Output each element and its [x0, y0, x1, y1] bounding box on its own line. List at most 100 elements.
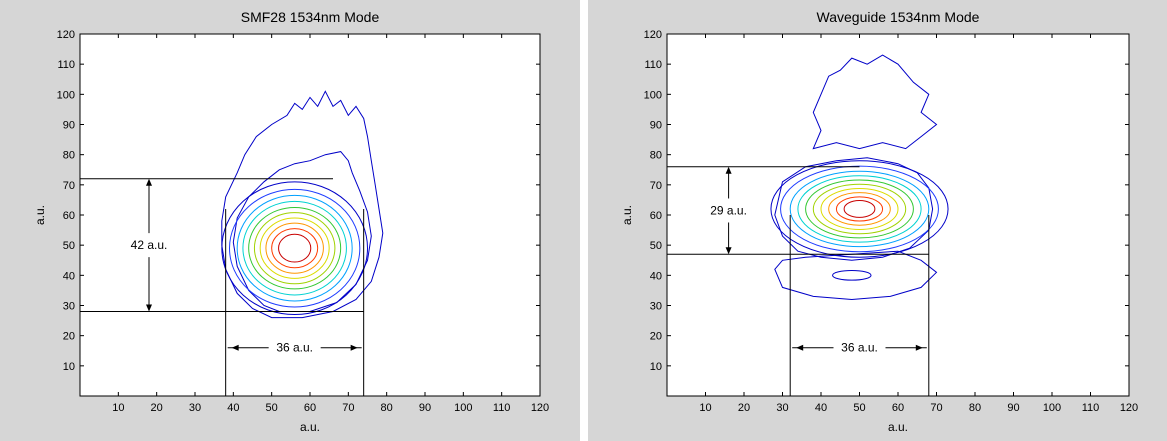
x-tick-label: 100 — [454, 402, 472, 414]
panel-smf28: SMF28 1534nm Mode 42 a.u. 36 a.u. 10 20 30 40 5… — [0, 0, 580, 441]
x-tick-label: 20 — [151, 402, 163, 414]
contour-level-3 — [789, 170, 930, 248]
x-tick-label: 110 — [493, 402, 511, 414]
dimension-arrowhead — [146, 178, 152, 186]
contour-small-blob — [832, 270, 872, 281]
plot-marks — [770, 54, 949, 301]
y-tick-label: 100 — [57, 89, 75, 101]
y-tick-label: 10 — [63, 361, 75, 373]
x-tick-label: 30 — [189, 402, 201, 414]
y-axis-label: a.u. — [33, 205, 47, 225]
y-tick-label: 20 — [650, 331, 662, 343]
dimension-arrowhead — [915, 344, 923, 351]
contour-level-5 — [805, 179, 914, 239]
y-tick-label: 90 — [63, 120, 75, 132]
x-tick-label: 10 — [112, 402, 124, 414]
contour-upper-cloud — [812, 54, 938, 150]
contour-level-2 — [780, 165, 939, 253]
panel-divider — [580, 0, 588, 441]
x-tick-label: 30 — [776, 402, 788, 414]
y-tick-label: 60 — [650, 210, 662, 222]
y-tick-label: 30 — [650, 301, 662, 313]
y-tick-label: 10 — [650, 361, 662, 373]
dimension-arrowhead — [231, 344, 239, 351]
y-axis-label: a.u. — [620, 205, 634, 225]
y-tick-label: 50 — [63, 240, 75, 252]
dimension-arrowhead — [146, 304, 152, 312]
contour-level-6 — [812, 183, 907, 235]
y-tick-label: 40 — [63, 270, 75, 282]
y-tick-label: 120 — [57, 29, 75, 41]
x-axis-label: a.u. — [888, 420, 908, 434]
dimension-label: 36 a.u. — [841, 341, 878, 355]
contour-level-7 — [259, 217, 330, 279]
y-tick-label: 30 — [63, 301, 75, 313]
y-tick-label: 120 — [644, 29, 662, 41]
dimension-arrowhead — [725, 166, 732, 174]
y-tick-label: 40 — [650, 270, 662, 282]
contour-level-8 — [828, 192, 891, 226]
y-tick-label: 90 — [650, 120, 662, 132]
x-tick-label: 60 — [304, 402, 316, 414]
contour-level-7 — [820, 187, 899, 230]
contour-level-6 — [253, 212, 336, 285]
x-tick-label: 80 — [969, 402, 981, 414]
contour-plot-smf28: SMF28 1534nm Mode 42 a.u. 36 a.u. 10 20 30 40 5… — [33, 9, 549, 434]
contour-level-1 — [770, 160, 949, 258]
contour-level-10 — [278, 233, 312, 263]
y-tick-label: 100 — [644, 89, 662, 101]
x-tick-label: 50 — [853, 402, 865, 414]
dimension-arrowhead — [796, 344, 804, 351]
plot-marks — [221, 90, 384, 319]
y-tick-label: 50 — [650, 240, 662, 252]
contour-plot-waveguide: Waveguide 1534nm Mode 29 a.u. 36 a.u. 10 20 3… — [620, 9, 1138, 434]
contour-outer — [774, 157, 934, 261]
x-tick-label: 60 — [892, 402, 904, 414]
contour-outer — [221, 90, 384, 319]
contour-level-8 — [265, 222, 324, 274]
x-tick-label: 80 — [381, 402, 393, 414]
x-tick-label: 70 — [930, 402, 942, 414]
chart-title: Waveguide 1534nm Mode — [817, 9, 980, 25]
x-tick-label: 120 — [1120, 402, 1138, 414]
x-tick-label: 90 — [419, 402, 431, 414]
contour-level-9 — [271, 228, 319, 269]
y-tick-label: 20 — [63, 331, 75, 343]
dimension-arrowhead — [350, 344, 358, 351]
x-tick-label: 120 — [531, 402, 549, 414]
dimension-arrowhead — [725, 247, 732, 255]
x-tick-label: 20 — [738, 402, 750, 414]
x-tick-label: 10 — [699, 402, 711, 414]
y-tick-label: 110 — [644, 59, 662, 71]
y-tick-label: 110 — [57, 59, 75, 71]
dimension-label: 36 a.u. — [276, 341, 313, 355]
x-tick-label: 90 — [1007, 402, 1019, 414]
y-tick-label: 80 — [63, 150, 75, 162]
y-tick-label: 70 — [63, 180, 75, 192]
x-axis-label: a.u. — [300, 420, 320, 434]
chart-title: SMF28 1534nm Mode — [241, 9, 380, 25]
x-tick-label: 40 — [815, 402, 827, 414]
dimension-label: 42 a.u. — [131, 238, 168, 252]
x-tick-label: 40 — [227, 402, 239, 414]
contour-level-1 — [221, 181, 368, 316]
y-tick-label: 70 — [650, 180, 662, 192]
plot-area — [667, 34, 1129, 396]
panel-waveguide: Waveguide 1534nm Mode 29 a.u. 36 a.u. 10 20 3… — [588, 0, 1167, 441]
contour-level-5 — [248, 206, 342, 290]
contour-lower-lobe — [774, 250, 938, 301]
contour-level-2 — [229, 188, 361, 308]
x-tick-label: 100 — [1043, 402, 1061, 414]
x-tick-label: 110 — [1082, 402, 1100, 414]
contour-level-4 — [797, 175, 922, 243]
y-tick-label: 60 — [63, 210, 75, 222]
x-tick-label: 70 — [342, 402, 354, 414]
x-tick-label: 50 — [266, 402, 278, 414]
y-tick-label: 80 — [650, 150, 662, 162]
dimension-label: 29 a.u. — [710, 203, 747, 217]
contour-level-3 — [236, 194, 353, 302]
contour-level-9 — [835, 196, 884, 222]
contour-level-4 — [242, 200, 347, 296]
contour-level-10 — [843, 200, 876, 218]
